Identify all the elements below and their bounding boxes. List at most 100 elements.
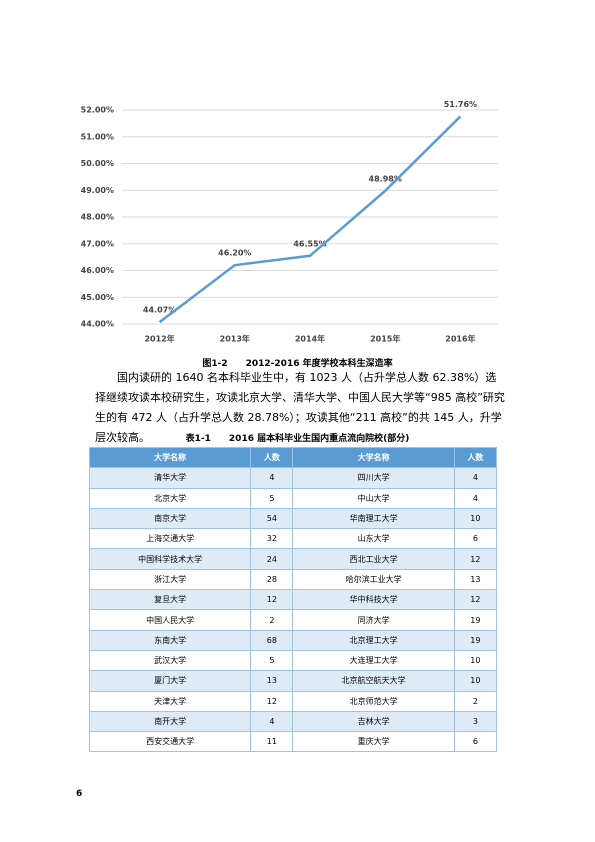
cell: 19 <box>453 609 498 631</box>
cell: 4 <box>453 487 498 509</box>
cell: 武汉大学 <box>88 649 252 672</box>
y-tick-label: 49.00% <box>81 186 114 195</box>
cell: 28 <box>250 568 294 591</box>
x-tick-label: 2012年 <box>144 334 174 344</box>
cell: 同济大学 <box>292 609 455 631</box>
y-tick-label: 47.00% <box>81 239 114 248</box>
cell: 13 <box>453 568 498 591</box>
y-tick-label: 52.00% <box>81 106 114 115</box>
row: 中国人民大学 2 同济大学 19 <box>88 609 498 631</box>
x-tick-label: 2014年 <box>295 334 325 344</box>
page-number: 6 <box>76 789 83 799</box>
cell: 24 <box>250 548 294 570</box>
cell: 天津大学 <box>88 690 252 712</box>
cell: 6 <box>453 528 498 550</box>
cell: 南京大学 <box>88 507 252 530</box>
cell: 南开大学 <box>88 710 252 733</box>
cell: 4 <box>250 467 294 489</box>
cell: 上海交通大学 <box>88 528 252 550</box>
row: 浙江大学 28 哈尔滨工业大学 13 <box>88 568 498 591</box>
header-row: 大学名称 人数 大学名称 人数 <box>88 446 498 469</box>
cell: 54 <box>250 507 294 530</box>
cell: 大连理工大学 <box>292 649 455 672</box>
cell: 4 <box>453 467 498 489</box>
x-tick-label: 2016年 <box>445 334 475 344</box>
cell: 10 <box>453 507 498 530</box>
header-cell: 人数 <box>453 446 498 469</box>
header-cell: 人数 <box>250 446 294 469</box>
row: 天津大学 12 北京师范大学 2 <box>88 690 498 712</box>
cell: 西安交通大学 <box>88 731 252 753</box>
cell: 10 <box>453 670 498 692</box>
data-label: 48.98% <box>369 174 402 183</box>
cell: 32 <box>250 528 294 550</box>
row: 东南大学 68 北京理工大学 19 <box>88 629 498 651</box>
table-caption: 表1-1 2016 届本科毕业生国内重点流向院校(部分) <box>185 434 410 444</box>
y-tick-label: 44.00% <box>81 320 114 329</box>
cell: 北京理工大学 <box>292 629 455 651</box>
cell: 复旦大学 <box>88 589 252 611</box>
header-cell: 大学名称 <box>88 446 252 469</box>
table: 大学名称 人数 大学名称 人数 清华大学 4 四川大学 4 北京大学 5 中山大学 4 南京大学 54 华南… <box>88 446 498 753</box>
cell: 浙江大学 <box>88 568 252 591</box>
cell: 北京师范大学 <box>292 690 455 712</box>
row: 南京大学 54 华南理工大学 10 <box>88 507 498 530</box>
cell: 11 <box>250 731 294 753</box>
row: 复旦大学 12 华中科技大学 12 <box>88 589 498 611</box>
cell: 哈尔滨工业大学 <box>292 568 455 591</box>
y-tick-label: 50.00% <box>81 159 114 168</box>
cell: 19 <box>453 629 498 651</box>
row: 上海交通大学 32 山东大学 6 <box>88 528 498 550</box>
cell: 68 <box>250 629 294 651</box>
cell: 华南理工大学 <box>292 507 455 530</box>
cell: 12 <box>250 589 294 611</box>
y-tick-label: 45.00% <box>81 293 114 302</box>
cell: 中国科学技术大学 <box>88 548 252 570</box>
cell: 5 <box>250 649 294 672</box>
header-cell: 大学名称 <box>292 446 455 469</box>
cell: 中国人民大学 <box>88 609 252 631</box>
data-label: 44.07% <box>143 306 176 315</box>
row: 清华大学 4 四川大学 4 <box>88 467 498 489</box>
cell: 重庆大学 <box>292 731 455 753</box>
cell: 3 <box>453 710 498 733</box>
y-tick-label: 51.00% <box>81 132 114 141</box>
paragraph: 国内读研的 1640 名本科毕业生中，有 1023 人（占升学总人数 62.38… <box>95 371 505 444</box>
data-label: 51.76% <box>444 100 477 109</box>
cell: 6 <box>453 731 498 753</box>
cell: 清华大学 <box>88 467 252 489</box>
cell: 2 <box>250 609 294 631</box>
row: 武汉大学 5 大连理工大学 10 <box>88 649 498 672</box>
cell: 东南大学 <box>88 629 252 651</box>
cell: 4 <box>250 710 294 733</box>
cell: 华中科技大学 <box>292 589 455 611</box>
cell: 2 <box>453 690 498 712</box>
figure-caption: 图1-2 2012-2016 年度学校本科生深造率 <box>202 359 393 369</box>
cell: 西北工业大学 <box>292 548 455 570</box>
y-tick-label: 48.00% <box>81 213 114 222</box>
row: 南开大学 4 吉林大学 3 <box>88 710 498 733</box>
cell: 中山大学 <box>292 487 455 509</box>
cell: 10 <box>453 649 498 672</box>
cell: 13 <box>250 670 294 692</box>
cell: 吉林大学 <box>292 710 455 733</box>
data-label: 46.20% <box>218 249 251 258</box>
row: 厦门大学 13 北京航空航天大学 10 <box>88 670 498 692</box>
cell: 四川大学 <box>292 467 455 489</box>
x-tick-label: 2013年 <box>220 334 250 344</box>
cell: 北京大学 <box>88 487 252 509</box>
row: 西安交通大学 11 重庆大学 6 <box>88 731 498 753</box>
cell: 5 <box>250 487 294 509</box>
cell: 12 <box>250 690 294 712</box>
cell: 12 <box>453 548 498 570</box>
cell: 12 <box>453 589 498 611</box>
line <box>158 115 462 324</box>
x-tick-label: 2015年 <box>370 334 400 344</box>
y-tick-label: 46.00% <box>81 266 114 275</box>
cell: 厦门大学 <box>88 670 252 692</box>
chart: 44.00% 45.00% 46.00% 47.00% 48.00% 49.00% 50.0… <box>81 100 498 344</box>
row: 中国科学技术大学 24 西北工业大学 12 <box>88 548 498 570</box>
data-label: 46.55% <box>293 239 326 248</box>
row: 北京大学 5 中山大学 4 <box>88 487 498 509</box>
